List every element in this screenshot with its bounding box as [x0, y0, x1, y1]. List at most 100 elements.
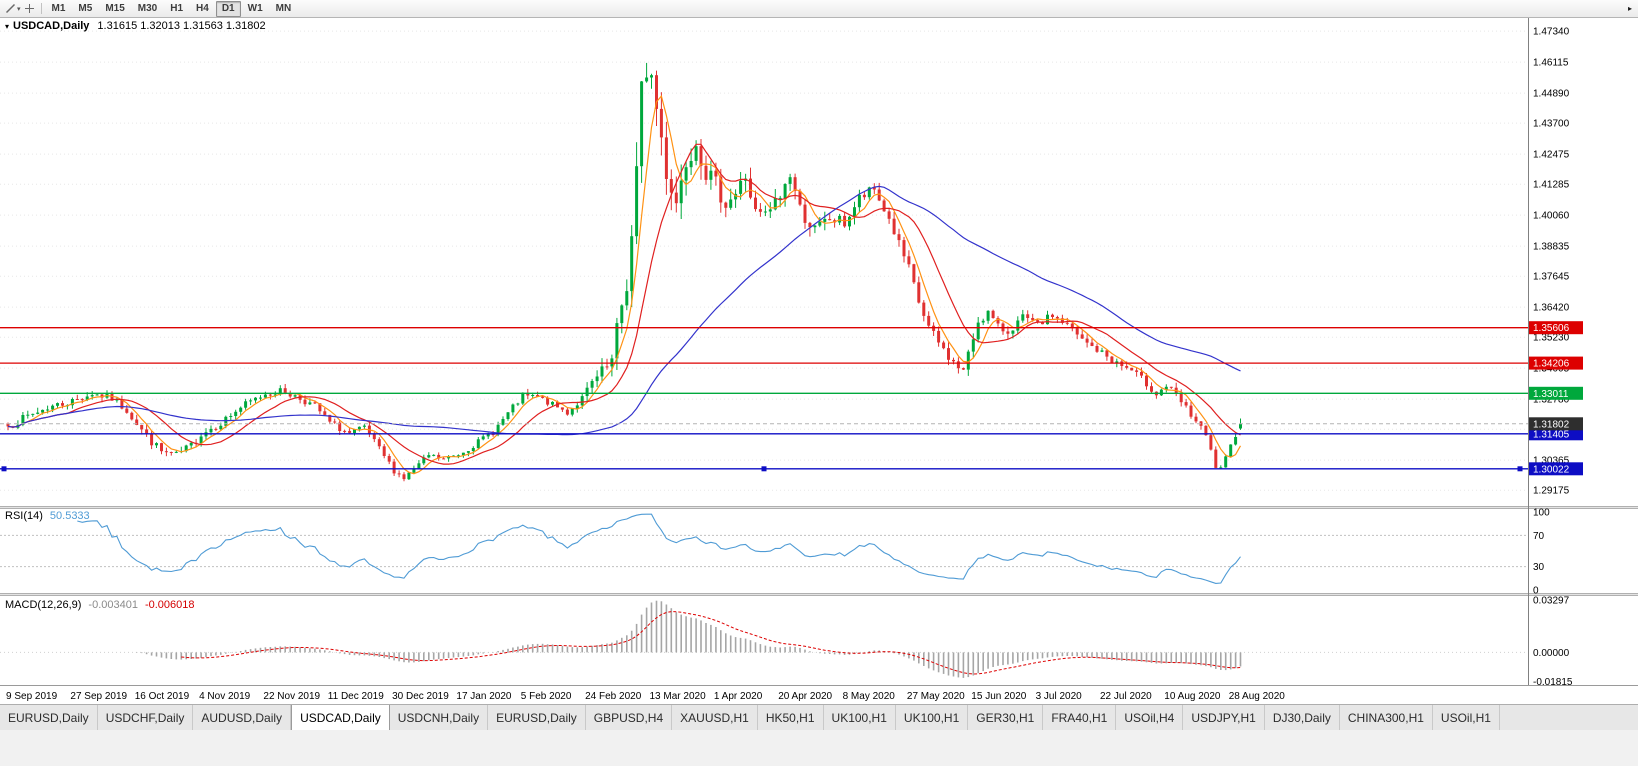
timeframe-button-m15[interactable]: M15 — [105, 2, 125, 14]
price-badge-label: 1.33011 — [1533, 389, 1569, 400]
price-axis-label: 1.36420 — [1533, 303, 1570, 314]
price-badge-label: 1.31405 — [1533, 429, 1570, 440]
toolbar-separator — [40, 3, 42, 14]
timeframe-button-h1[interactable]: H1 — [170, 2, 184, 14]
date-axis-label: 10 Aug 2020 — [1164, 691, 1221, 702]
date-axis-label: 27 May 2020 — [907, 691, 965, 702]
chart-tab-usdcnh-daily[interactable]: USDCNH,Daily — [390, 705, 489, 730]
timeframe-button-m1[interactable]: M1 — [51, 2, 66, 14]
date-axis-label: 11 Dec 2019 — [328, 691, 384, 702]
hline-handle[interactable] — [1, 466, 7, 472]
chart-area[interactable]: 1.47340 1.46115 1.44890 1.43700 1.42475 1.412… — [0, 18, 1638, 704]
toolbar-overflow-icon[interactable]: ▸ — [1627, 4, 1632, 13]
price-badge-1.34206 — [1529, 356, 1583, 370]
chart-tab-ger30-h1[interactable]: GER30,H1 — [968, 705, 1044, 730]
chart-tab-china300-h1[interactable]: CHINA300,H1 — [1340, 705, 1433, 730]
rsi-axis-label: 70 — [1533, 531, 1545, 542]
chart-tab-usdjpy-h1[interactable]: USDJPY,H1 — [1183, 705, 1265, 730]
rsi-axis-label: 30 — [1533, 562, 1545, 573]
price-axis-label: 1.29175 — [1533, 486, 1570, 497]
price-badge-label: 1.31802 — [1533, 419, 1570, 430]
macd-histogram — [135, 600, 1242, 678]
date-axis-label: 1 Apr 2020 — [714, 691, 763, 702]
mid-ma-line — [7, 143, 1241, 465]
candlestick-chart-canvas[interactable]: 1.47340 1.46115 1.44890 1.43700 1.42475 1.412… — [0, 18, 1638, 704]
tool-dropdown-caret-icon[interactable]: ▾ — [17, 5, 21, 13]
slow-ma-line — [7, 185, 1241, 436]
chart-tab-usoil-h1[interactable]: USOil,H1 — [1433, 705, 1500, 730]
price-axis-label: 1.35230 — [1533, 333, 1570, 344]
date-axis-label: 22 Nov 2019 — [263, 691, 320, 702]
price-axis-label: 1.32780 — [1533, 395, 1570, 406]
date-axis-label: 8 May 2020 — [843, 691, 896, 702]
timeframe-button-mn[interactable]: MN — [275, 2, 292, 14]
macd-axis-label: 0.00000 — [1533, 648, 1570, 659]
date-axis-label: 16 Oct 2019 — [135, 691, 190, 702]
date-axis-label: 5 Feb 2020 — [521, 691, 572, 702]
timeframe-button-w1[interactable]: W1 — [247, 2, 263, 14]
price-badge-label: 1.35606 — [1533, 323, 1570, 334]
hline-handle[interactable] — [761, 466, 767, 472]
macd-axis-label: -0.01815 — [1533, 677, 1573, 688]
chart-tab-gbpusd-h4[interactable]: GBPUSD,H4 — [586, 705, 673, 730]
date-axis-label: 17 Jan 2020 — [456, 691, 511, 702]
price-axis-label: 1.44890 — [1533, 89, 1570, 100]
chart-tab-dj30-daily[interactable]: DJ30,Daily — [1265, 705, 1340, 730]
chart-tab-uk100-h1[interactable]: UK100,H1 — [896, 705, 969, 730]
price-axis-label: 1.46115 — [1533, 58, 1569, 69]
chart-background — [0, 18, 1638, 704]
price-axis-label: 1.30365 — [1533, 456, 1570, 467]
chart-tab-uk100-h1[interactable]: UK100,H1 — [824, 705, 896, 730]
trendline-draw-tool-icon[interactable] — [3, 2, 17, 16]
date-axis-label: 20 Apr 2020 — [778, 691, 832, 702]
macd-signal-line — [181, 611, 1241, 675]
rsi-axis-label: 0 — [1533, 586, 1539, 597]
date-axis-label: 22 Jul 2020 — [1100, 691, 1152, 702]
price-axis-label: 1.42475 — [1533, 150, 1570, 161]
date-axis-label: 30 Dec 2019 — [392, 691, 449, 702]
price-badge-1.31405 — [1529, 427, 1583, 441]
timeframe-buttons-group: M1 M5 M15 M30 H1 H4 D1 W1 MN — [46, 0, 298, 17]
timeframe-button-m30[interactable]: M30 — [137, 2, 158, 14]
price-badge-label: 1.30022 — [1533, 464, 1570, 475]
window-bottom-area — [0, 730, 1638, 766]
price-axis-label: 1.43700 — [1533, 119, 1570, 130]
price-badge-1.33011 — [1529, 386, 1583, 400]
hline-handle[interactable] — [1517, 466, 1523, 472]
chart-tab-audusd-daily[interactable]: AUDUSD,Daily — [193, 705, 292, 730]
chart-tab-usoil-h4[interactable]: USOil,H4 — [1116, 705, 1184, 730]
timeframe-toolbar: ▾ M1 M5 M15 M30 H1 H4 D1 W1 MN ▸ — [0, 0, 1638, 18]
chart-tab-usdcad-daily[interactable]: USDCAD,Daily — [291, 705, 390, 730]
macd-axis-label: 0.03297 — [1533, 596, 1570, 607]
price-badge-label: 1.34206 — [1533, 359, 1570, 370]
price-badge-1.30022 — [1529, 462, 1583, 476]
price-axis-label: 1.38835 — [1533, 242, 1570, 253]
date-axis-label: 28 Aug 2020 — [1229, 691, 1286, 702]
date-axis-label: 4 Nov 2019 — [199, 691, 251, 702]
price-axis-label: 1.47340 — [1533, 27, 1570, 38]
fast-ma-line — [7, 94, 1242, 475]
date-axis-label: 3 Jul 2020 — [1036, 691, 1083, 702]
panel-splitter[interactable] — [0, 506, 1638, 509]
chart-tab-xauusd-h1[interactable]: XAUUSD,H1 — [672, 705, 758, 730]
price-badge-1.35606 — [1529, 321, 1583, 335]
panel-splitter[interactable] — [0, 593, 1638, 596]
price-badge-1.31802 — [1529, 417, 1583, 431]
timeframe-button-d1[interactable]: D1 — [215, 0, 241, 17]
date-axis-label: 27 Sep 2019 — [70, 691, 127, 702]
chart-tab-fra40-h1[interactable]: FRA40,H1 — [1043, 705, 1117, 730]
date-axis-label: 15 Jun 2020 — [971, 691, 1026, 702]
chart-tab-eurusd-daily[interactable]: EURUSD,Daily — [0, 705, 98, 730]
price-axis-label: 1.41285 — [1533, 180, 1570, 191]
crosshair-tool-icon[interactable] — [23, 2, 37, 16]
chart-tab-usdchf-daily[interactable]: USDCHF,Daily — [98, 705, 194, 730]
rsi-axis-label: 100 — [1533, 508, 1550, 519]
chart-tab-hk50-h1[interactable]: HK50,H1 — [758, 705, 824, 730]
timeframe-button-m5[interactable]: M5 — [78, 2, 93, 14]
candles-layer — [6, 62, 1242, 482]
price-axis-label: 1.40060 — [1533, 211, 1570, 222]
chart-tab-eurusd-daily[interactable]: EURUSD,Daily — [488, 705, 586, 730]
timeframe-button-h4[interactable]: H4 — [196, 2, 209, 14]
date-axis-label: 24 Feb 2020 — [585, 691, 642, 702]
chart-tabs-bar: EURUSD,Daily USDCHF,Daily AUDUSD,Daily USDC… — [0, 704, 1638, 730]
